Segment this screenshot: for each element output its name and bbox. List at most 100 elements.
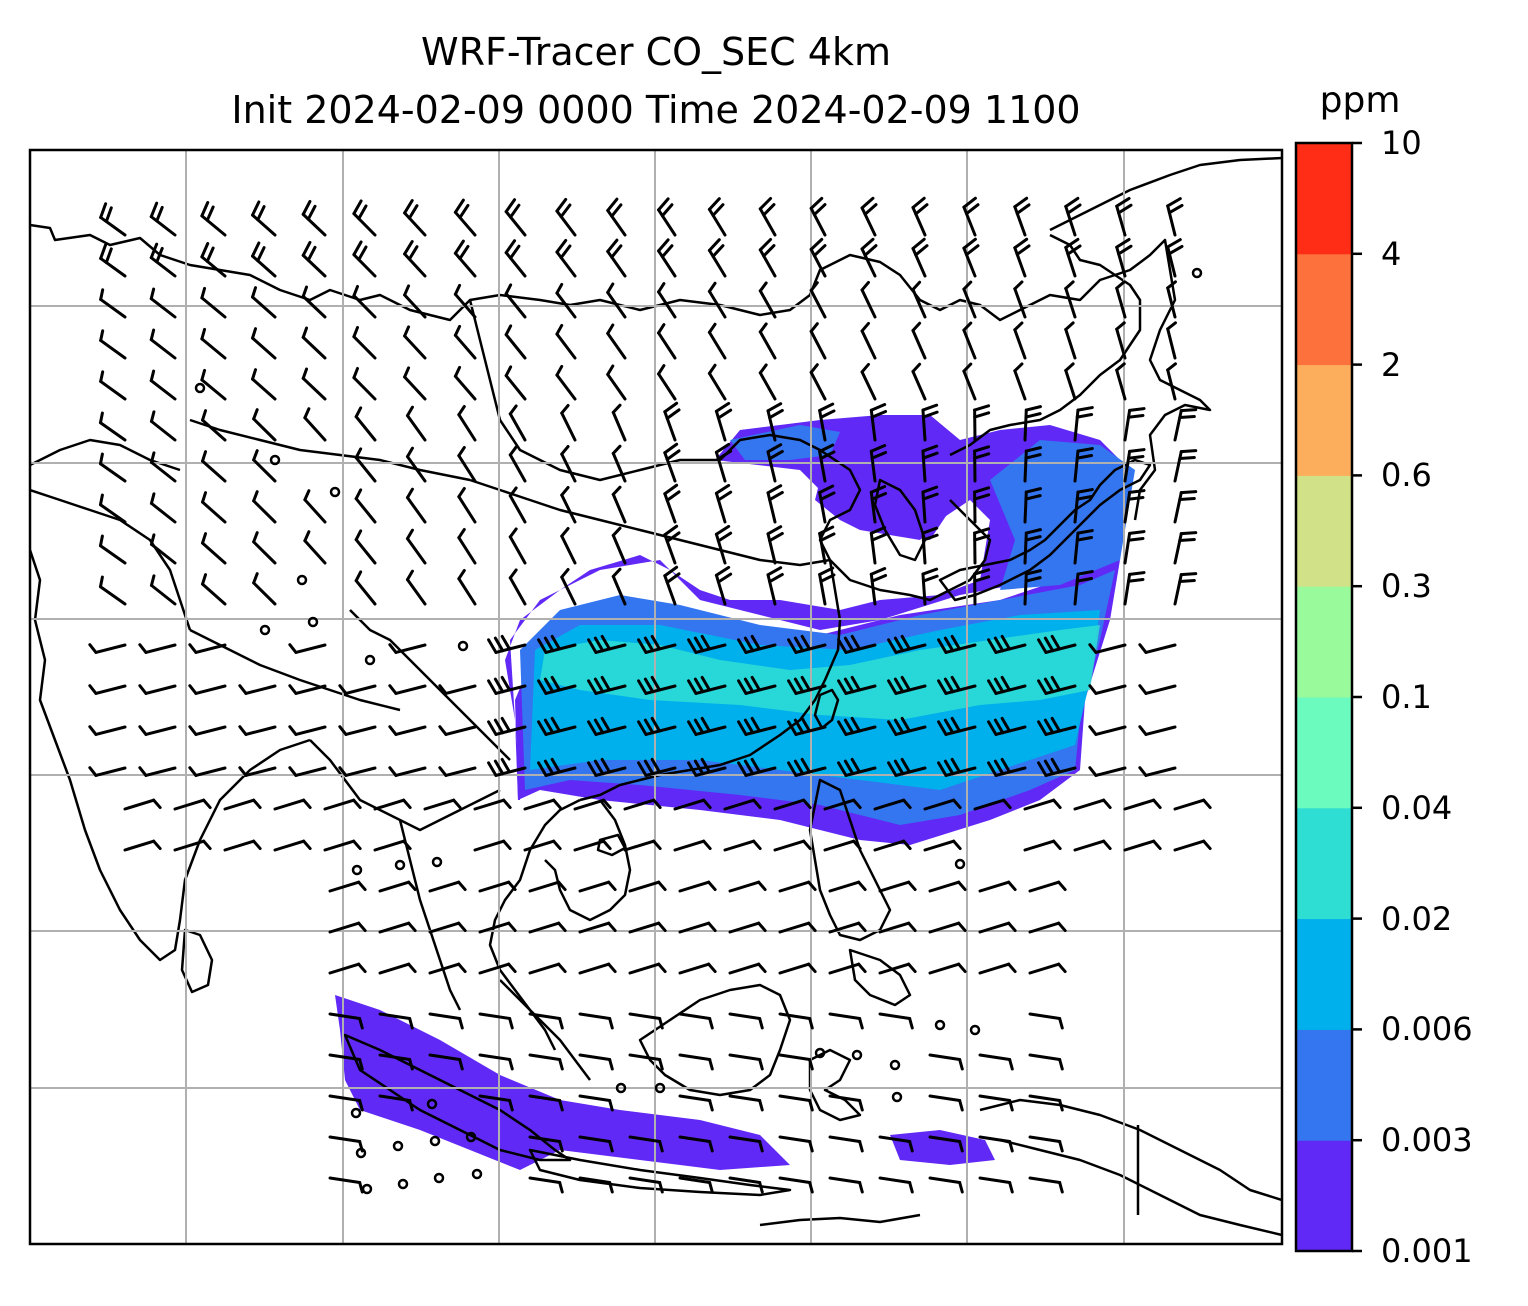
wind-barb bbox=[403, 240, 427, 278]
wind-barb-staff bbox=[428, 1012, 462, 1020]
wind-barb bbox=[737, 675, 777, 695]
wind-barb bbox=[787, 675, 827, 695]
wind-barb-feather bbox=[555, 282, 564, 295]
coast-korea bbox=[873, 478, 927, 562]
wind-barb bbox=[673, 839, 712, 852]
wind-barb-staff bbox=[444, 766, 477, 777]
wind-barb bbox=[962, 321, 977, 360]
wind-barb bbox=[457, 404, 477, 442]
wind-barb bbox=[252, 490, 277, 524]
wind-barb-staff bbox=[508, 535, 527, 565]
wind-barb-staff bbox=[809, 329, 827, 360]
wind-barb-feather bbox=[500, 716, 511, 733]
wind-barb bbox=[818, 402, 836, 442]
wind-barb-feather bbox=[256, 246, 266, 263]
wind-barb-feather bbox=[900, 757, 911, 774]
wind-barb-staff bbox=[921, 572, 927, 606]
coast-taiwan bbox=[813, 688, 840, 730]
wind-barb-feather bbox=[860, 321, 870, 333]
wind-barb-feather bbox=[458, 203, 470, 220]
wind-barb-feather bbox=[550, 757, 561, 774]
wind-barb-feather bbox=[857, 962, 867, 974]
wind-barb bbox=[478, 1012, 514, 1030]
wind-barb-staff bbox=[911, 247, 927, 278]
wind-barb bbox=[537, 675, 577, 695]
wind-barb-feather bbox=[973, 486, 991, 494]
wind-barb-feather bbox=[1052, 839, 1062, 851]
wind-barb bbox=[1013, 196, 1031, 237]
wind-barb-staff bbox=[921, 449, 927, 483]
wind-barb-feather bbox=[302, 839, 312, 851]
wind-barb-staff bbox=[394, 725, 427, 736]
wind-barb-staff bbox=[818, 408, 827, 442]
wind-barb-feather bbox=[787, 679, 798, 695]
wind-barb-staff bbox=[244, 684, 277, 695]
wind-barb-feather bbox=[1013, 237, 1029, 250]
wind-barb-staff bbox=[1028, 1176, 1062, 1184]
wind-barb bbox=[1115, 280, 1127, 319]
wind-barb-staff bbox=[405, 455, 427, 483]
wind-barb-feather bbox=[914, 203, 929, 216]
wind-barb-feather bbox=[555, 197, 568, 213]
wind-barb-feather bbox=[693, 677, 705, 694]
wind-barb bbox=[787, 634, 827, 654]
wind-barb-staff bbox=[478, 921, 511, 934]
wind-barb-feather bbox=[857, 880, 867, 892]
wind-barb-staff bbox=[508, 412, 527, 442]
wind-barb-staff bbox=[405, 578, 427, 606]
wind-barb-feather bbox=[750, 675, 761, 692]
wind-barb bbox=[560, 486, 577, 524]
wind-barb bbox=[978, 1053, 1014, 1071]
wind-barb bbox=[352, 240, 377, 278]
wind-barb bbox=[573, 798, 612, 811]
wind-barb-staff bbox=[628, 1012, 662, 1020]
wind-barb bbox=[628, 921, 667, 934]
wind-barb-feather bbox=[657, 282, 666, 294]
wind-barb bbox=[928, 962, 967, 975]
wind-barb bbox=[921, 485, 939, 524]
wind-barb bbox=[778, 962, 817, 975]
wind-barb bbox=[611, 567, 627, 606]
wind-barb bbox=[328, 880, 367, 893]
wind-barb-feather bbox=[837, 720, 848, 736]
wind-barb-feather bbox=[201, 409, 208, 422]
wind-barb-feather bbox=[1013, 280, 1024, 291]
wind-barb bbox=[528, 880, 567, 893]
wind-barb bbox=[99, 329, 127, 360]
wind-barb bbox=[714, 524, 733, 565]
wind-barb-staff bbox=[149, 256, 177, 278]
wind-barb-feather bbox=[716, 408, 733, 420]
wind-barb-feather bbox=[708, 1016, 714, 1030]
wind-barb-staff bbox=[457, 413, 477, 442]
wind-barb-feather bbox=[104, 206, 113, 224]
wind-barb-feather bbox=[1008, 1139, 1014, 1153]
wind-barb-feather bbox=[388, 643, 398, 654]
wind-barb bbox=[766, 402, 784, 442]
wind-barb-staff bbox=[98, 462, 127, 483]
wind-barb bbox=[423, 798, 462, 811]
wind-barb bbox=[578, 880, 617, 893]
wind-barb-staff bbox=[923, 798, 956, 811]
wind-barb bbox=[338, 725, 377, 736]
wind-barb bbox=[987, 716, 1027, 736]
wind-barb-staff bbox=[403, 252, 427, 278]
wind-barb-feather bbox=[611, 526, 622, 537]
wind-barb bbox=[352, 325, 377, 360]
wind-barb-feather bbox=[509, 203, 521, 219]
wind-barb-feather bbox=[1178, 456, 1196, 461]
wind-barb-staff bbox=[504, 210, 527, 237]
calm-wind-circle bbox=[329, 486, 341, 498]
wind-barb-feather bbox=[800, 675, 811, 692]
wind-barb-feather bbox=[737, 720, 748, 736]
wind-barb-feather bbox=[1076, 488, 1094, 494]
calm-wind-circle bbox=[194, 382, 206, 394]
wind-barb-feather bbox=[354, 529, 363, 542]
wind-barb-feather bbox=[837, 761, 848, 777]
wind-barb bbox=[1023, 839, 1062, 852]
wind-barb bbox=[937, 757, 977, 777]
wind-barb-staff bbox=[860, 288, 877, 319]
wind-barb-staff bbox=[663, 574, 677, 606]
wind-barb-staff bbox=[766, 573, 777, 606]
wind-barb-feather bbox=[818, 443, 835, 453]
wind-barb-staff bbox=[1173, 798, 1206, 811]
